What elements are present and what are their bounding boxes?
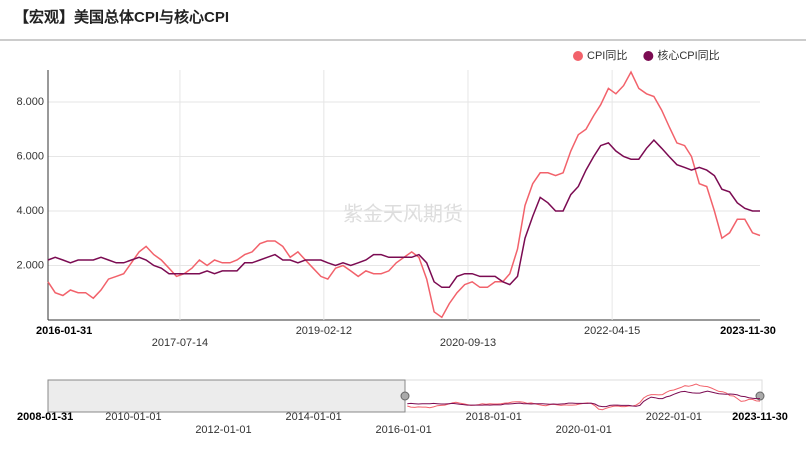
zoom-handle[interactable] <box>755 391 765 401</box>
zoom-label: 2018-01-01 <box>466 411 522 423</box>
x-tick-label: 2019-02-12 <box>296 325 352 337</box>
y-tick-label: 4.000 <box>16 205 44 217</box>
series-line <box>47 70 761 319</box>
x-tick-label: 2023-11-30 <box>720 325 776 337</box>
y-tick-label: 2.000 <box>16 259 44 271</box>
x-tick-label: 2016-01-31 <box>36 325 92 337</box>
zoom-label: 2020-01-01 <box>556 424 612 436</box>
series-line <box>47 138 760 289</box>
zoom-label: 2014-01-01 <box>285 411 341 423</box>
zoom-label: 2008-01-31 <box>17 411 73 423</box>
zoom-window[interactable] <box>47 379 406 413</box>
legend-marker <box>643 51 654 61</box>
zoom-label: 2022-01-01 <box>646 411 702 423</box>
watermark: 紫金天风期货 <box>343 202 463 225</box>
x-tick-label: 2022-04-15 <box>584 325 640 337</box>
y-tick-label: 6.000 <box>16 150 44 162</box>
x-tick-label: 2020-09-13 <box>440 337 496 349</box>
zoom-label: 2016-01-01 <box>375 424 431 436</box>
zoom-label: 2023-11-30 <box>732 411 788 423</box>
legend-label[interactable]: 核心CPI同比 <box>657 48 719 62</box>
zoom-handle[interactable] <box>400 391 410 401</box>
zoom-label: 2010-01-01 <box>105 411 161 423</box>
zoom-label: 2012-01-01 <box>195 424 251 436</box>
chart-title: 【宏观】美国总体CPI与核心CPI <box>14 8 229 26</box>
zoom-series-line <box>407 390 760 408</box>
zoom-series-line <box>407 383 761 411</box>
legend-label[interactable]: CPI同比 <box>587 49 627 62</box>
y-tick-label: 8.000 <box>16 96 44 108</box>
x-tick-label: 2017-07-14 <box>152 337 208 349</box>
legend-marker <box>573 51 583 61</box>
